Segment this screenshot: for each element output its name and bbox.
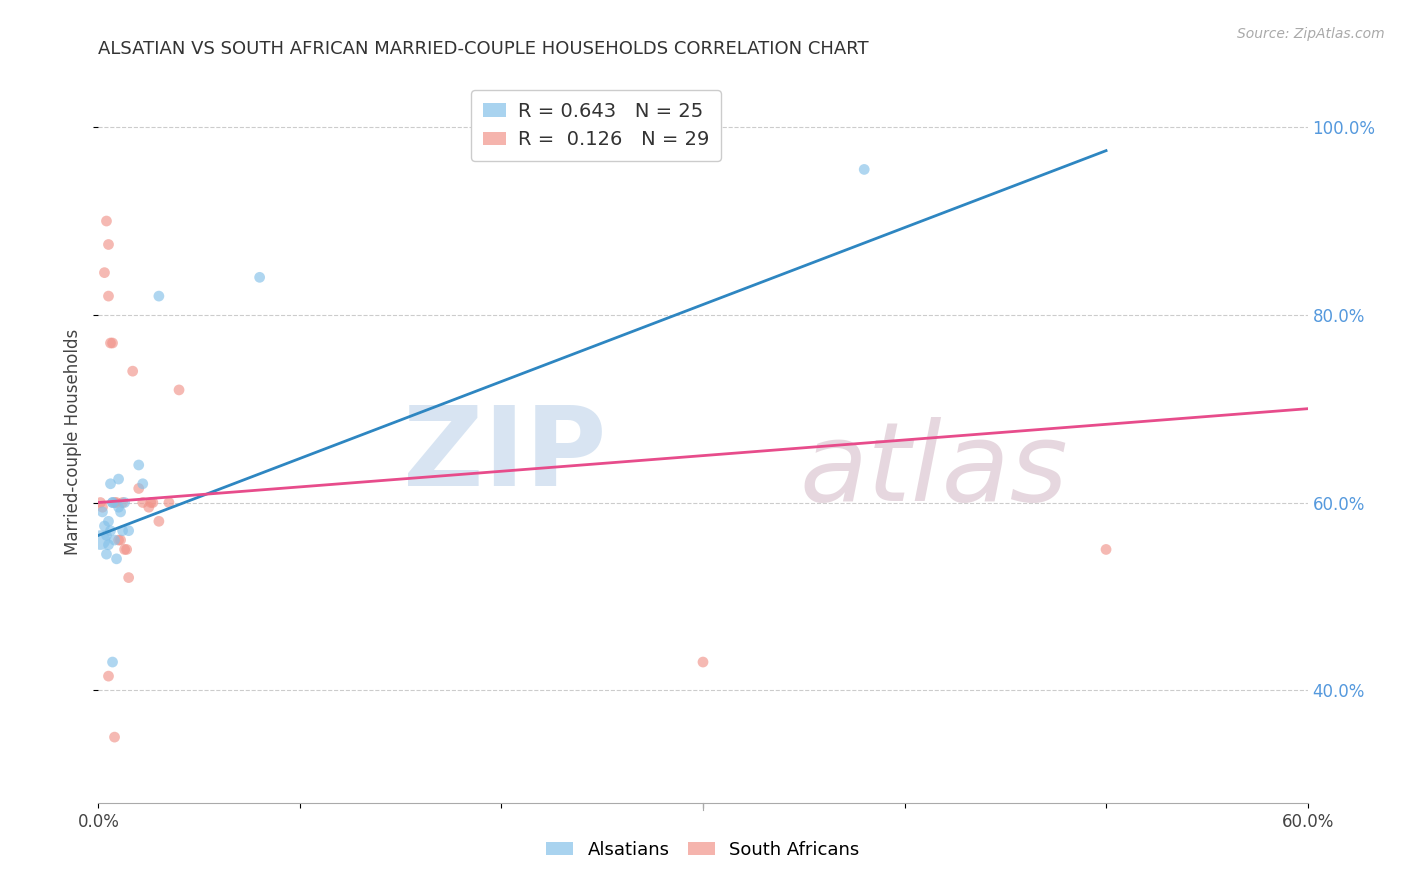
Point <box>103 495 125 509</box>
Point <box>97 237 120 252</box>
Point <box>89 495 111 509</box>
Point <box>103 533 125 547</box>
Point <box>132 476 155 491</box>
Point <box>115 542 138 557</box>
Point <box>114 542 136 557</box>
Text: Source: ZipAtlas.com: Source: ZipAtlas.com <box>1237 27 1385 41</box>
Point <box>114 495 136 509</box>
Point <box>111 495 134 509</box>
Point <box>97 669 120 683</box>
Point <box>142 495 165 509</box>
Point <box>93 266 115 280</box>
Text: ALSATIAN VS SOUTH AFRICAN MARRIED-COUPLE HOUSEHOLDS CORRELATION CHART: ALSATIAN VS SOUTH AFRICAN MARRIED-COUPLE… <box>98 40 869 58</box>
Point <box>128 458 150 472</box>
Point <box>101 495 124 509</box>
Point <box>132 495 155 509</box>
Point <box>148 289 170 303</box>
Point <box>111 524 134 538</box>
Point <box>118 524 141 538</box>
Point <box>118 571 141 585</box>
Point <box>692 655 714 669</box>
Point <box>97 538 120 552</box>
Legend: Alsatians, South Africans: Alsatians, South Africans <box>538 834 868 866</box>
Point <box>128 482 150 496</box>
Point <box>121 364 143 378</box>
Point <box>105 551 128 566</box>
Point <box>100 524 122 538</box>
Point <box>148 514 170 528</box>
Point <box>105 495 128 509</box>
Point <box>110 533 132 547</box>
Point <box>96 547 118 561</box>
Point <box>100 476 122 491</box>
Point <box>101 336 124 351</box>
Text: atlas: atlas <box>800 417 1069 524</box>
Point <box>89 533 111 547</box>
Point <box>107 472 129 486</box>
Y-axis label: Married-couple Households: Married-couple Households <box>65 328 83 555</box>
Text: ZIP: ZIP <box>404 402 606 509</box>
Point <box>107 500 129 515</box>
Point <box>110 505 132 519</box>
Point <box>139 495 162 509</box>
Point <box>97 514 120 528</box>
Point <box>138 500 160 515</box>
Point <box>96 214 118 228</box>
Point <box>107 533 129 547</box>
Point <box>96 528 118 542</box>
Point <box>97 289 120 303</box>
Point <box>167 383 190 397</box>
Point <box>91 500 114 515</box>
Point <box>103 730 125 744</box>
Point <box>853 162 876 177</box>
Point <box>101 495 124 509</box>
Point <box>91 505 114 519</box>
Point <box>1095 542 1118 557</box>
Point <box>100 336 122 351</box>
Point <box>93 519 115 533</box>
Point <box>101 655 124 669</box>
Point <box>157 495 180 509</box>
Point <box>249 270 271 285</box>
